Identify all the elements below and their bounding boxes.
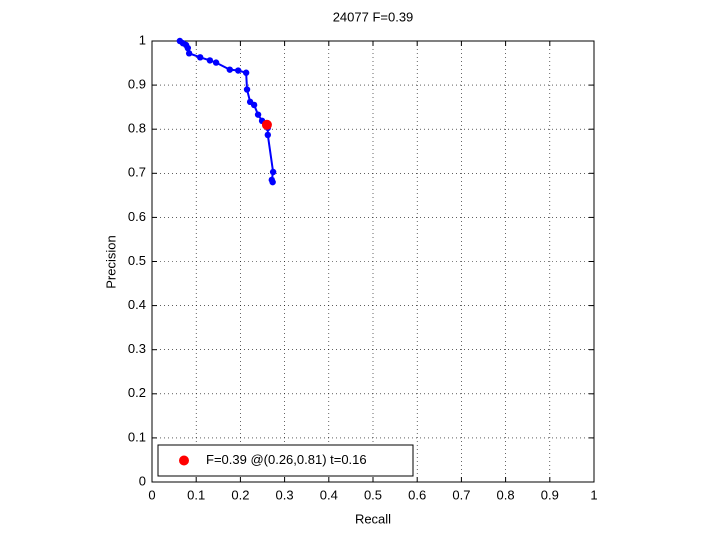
y-tick-label: 0.5 [128, 253, 146, 268]
legend-marker [179, 455, 189, 466]
data-point [250, 101, 258, 109]
axes-box [151, 40, 595, 483]
legend-label: F=0.39 @(0.26,0.81) t=0.16 [206, 452, 367, 467]
x-tick-label: 0.5 [364, 487, 382, 502]
highlight-point [261, 119, 272, 130]
y-tick-label: 0.3 [128, 341, 146, 356]
data-point [254, 111, 262, 118]
chart-title: 24077 F=0.39 [333, 9, 414, 24]
data-point [212, 59, 220, 66]
x-tick-label: 0.7 [452, 487, 470, 502]
y-tick-label: 0.8 [128, 121, 146, 136]
y-tick-label: 0 [139, 473, 146, 488]
y-tick-label: 0.2 [128, 385, 146, 400]
x-tick-label: 0.2 [231, 487, 249, 502]
data-point [242, 69, 250, 76]
x-tick-label: 0.4 [320, 487, 338, 502]
x-tick-label: 0.3 [276, 487, 294, 502]
data-point [226, 66, 233, 73]
data-point [206, 57, 214, 64]
data-point [243, 86, 251, 93]
x-tick-label: 0 [148, 487, 155, 502]
y-tick-label: 0.7 [128, 165, 146, 180]
x-axis-label: Recall [355, 511, 391, 526]
legend: F=0.39 @(0.26,0.81) t=0.16 [157, 444, 414, 477]
x-tick-label: 0.1 [187, 487, 205, 502]
data-point [234, 67, 242, 74]
x-tick-label: 0.9 [541, 487, 559, 502]
y-tick-label: 0.4 [128, 297, 146, 312]
y-tick-label: 0.1 [128, 429, 146, 444]
legend-box [157, 444, 414, 477]
data-point [269, 178, 276, 186]
y-tick-label: 1 [139, 32, 146, 47]
y-tick-label: 0.9 [128, 77, 146, 92]
y-tick-label: 0.6 [128, 209, 146, 224]
x-tick-label: 1 [590, 487, 597, 502]
x-tick-label: 0.6 [408, 487, 426, 502]
y-axis-label: Precision [103, 235, 118, 288]
data-point [196, 54, 204, 61]
data-point [185, 50, 193, 57]
x-tick-label: 0.8 [497, 487, 515, 502]
data-point [184, 44, 192, 52]
data-point [264, 131, 272, 139]
data-point [269, 168, 277, 176]
